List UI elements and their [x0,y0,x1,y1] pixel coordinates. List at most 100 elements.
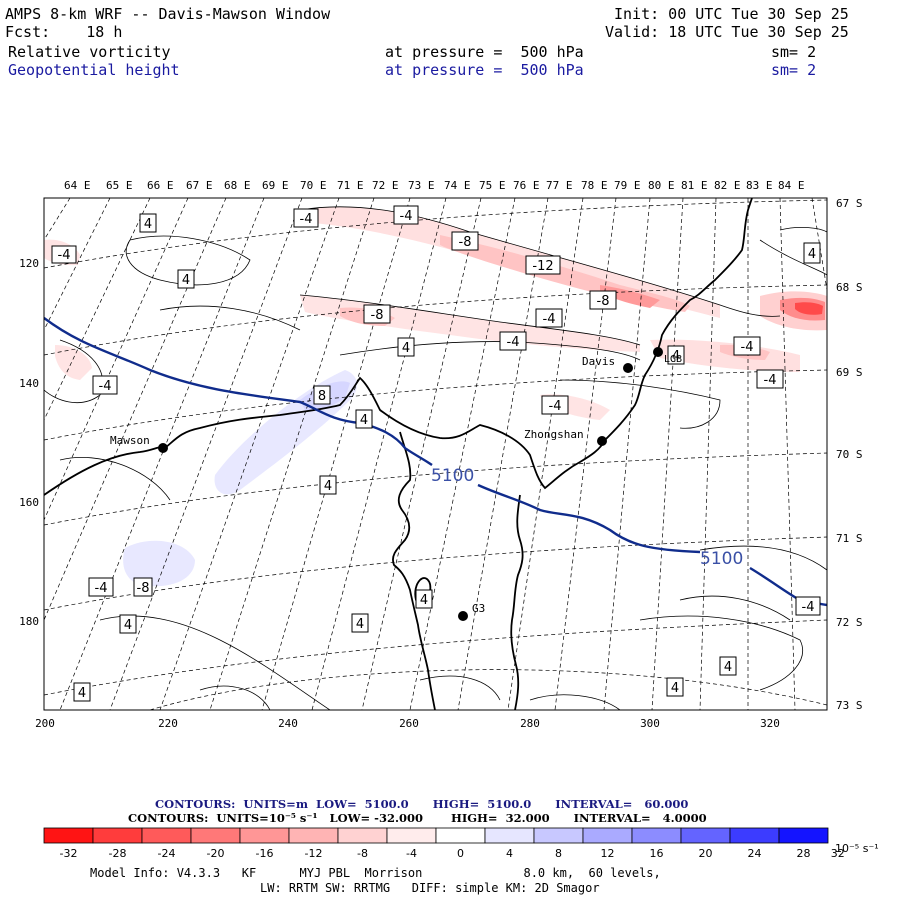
coastline [44,198,753,710]
station-label: G3 [472,602,485,615]
colorbar-label: 20 [699,847,713,860]
svg-text:4: 4 [724,660,732,675]
x-tick-labels: 200 220 240 260 280 300 320 [35,717,780,730]
map-frame [43,197,828,711]
lat-label: 69 S [836,366,863,379]
vort-label: 4 [355,409,373,429]
x-tick: 240 [278,717,298,730]
lon-label: 74 E [444,179,471,192]
lon-label: 71 E [337,179,364,192]
colorbar-label: 8 [555,847,562,860]
vort-label: 4 [319,475,337,495]
height-label: 5100 [431,466,474,486]
colorbar-label: 32 [831,847,845,860]
lon-label: 66 E [147,179,174,192]
graticule [44,198,827,710]
station-marker [653,347,663,357]
vort-label: 4 [397,337,415,357]
station-label: Mawson [110,434,150,447]
svg-text:-4: -4 [764,373,777,388]
lon-label: 72 E [372,179,399,192]
svg-text:-4: -4 [95,581,108,596]
height-labels: 5100 5100 [431,466,743,569]
lon-label: 69 E [262,179,289,192]
lon-label: 65 E [106,179,133,192]
lon-label: 76 E [513,179,540,192]
height-label: 5100 [700,549,743,569]
svg-text:-8: -8 [597,294,610,309]
svg-text:4: 4 [402,341,410,356]
colorbar-cell [92,827,143,844]
station-label: Zhongshan [524,428,584,441]
colorbar-label: 16 [650,847,664,860]
field1-level: at pressure = 500 hPa [385,43,584,61]
lat-label: 72 S [836,616,863,629]
lat-label: 73 S [836,699,863,712]
lon-label: 79 E [614,179,641,192]
svg-text:4: 4 [360,413,368,428]
x-tick: 280 [520,717,540,730]
colorbar-cell [778,827,829,844]
svg-text:4: 4 [671,681,679,696]
lon-label: 68 E [224,179,251,192]
svg-text:-4: -4 [507,335,520,350]
vorticity-labels: -4 4 4 -4 -4 -8 -12 -8 -8 -4 -4 4 -4 4 -… [51,205,821,702]
station-marker [158,443,168,453]
svg-text:4: 4 [420,593,428,608]
colorbar: -32 -28 -24 -20 -16 -12 -8 -4 0 4 8 12 16 20 24 28 32 10… [43,827,879,860]
longitude-labels: 64 E 65 E 66 E 67 E 68 E 69 E 70 E 71 E … [64,179,805,192]
colorbar-label: -32 [60,847,78,860]
colorbar-label: 0 [457,847,464,860]
colorbar-label: 28 [797,847,811,860]
station-marker [623,363,633,373]
x-tick: 260 [399,717,419,730]
colorbar-cell [680,827,731,844]
colorbar-cell [729,827,780,844]
vort-label: 4 [803,242,821,264]
colorbar-label: 24 [748,847,762,860]
vort-label: -8 [589,290,617,310]
svg-text:-8: -8 [137,581,150,596]
vorticity-legend-line: CONTOURS: UNITS=10⁻⁵ s⁻¹ LOW= -32.000 HI… [128,811,707,825]
vort-label: 8 [313,385,331,405]
colorbar-label: -8 [357,847,368,860]
station-marker [597,436,607,446]
station-marker [458,611,468,621]
colorbar-label: -4 [406,847,417,860]
colorbar-label: -24 [158,847,176,860]
lon-label: 84 E [778,179,805,192]
valid-time: Valid: 18 UTC Tue 30 Sep 25 [605,23,849,41]
vort-label: -4 [795,596,821,616]
lon-label: 80 E [648,179,675,192]
lon-label: 81 E [681,179,708,192]
vort-label: -8 [363,304,391,324]
lon-label: 64 E [64,179,91,192]
vort-label: -8 [451,231,479,251]
y-tick-labels: 120 140 160 180 [19,257,39,628]
x-tick: 200 [35,717,55,730]
lon-label: 75 E [479,179,506,192]
svg-text:8: 8 [318,389,326,404]
svg-text:-4: -4 [58,248,71,263]
vort-label: -4 [535,308,563,328]
vort-label: -4 [756,369,784,389]
colorbar-cell [239,827,290,844]
vort-label: -12 [525,255,561,275]
lat-label: 70 S [836,448,863,461]
colorbar-label: -12 [305,847,323,860]
vort-label: -4 [393,205,419,225]
field2-smoothing: sm= 2 [771,61,817,79]
svg-text:-8: -8 [371,308,384,323]
model-info-line2: LW: RRTM SW: RRTMG DIFF: simple KM: 2D S… [260,881,600,895]
lon-label: 83 E [746,179,773,192]
vort-label: -4 [293,208,319,228]
lat-label: 68 S [836,281,863,294]
model-info-line1: Model Info: V4.3.3 KF MYJ PBL Morrison 8… [90,866,661,880]
svg-text:-4: -4 [99,379,112,394]
colorbar-units: 10⁻⁵ s⁻¹ [835,842,879,855]
y-tick: 180 [19,615,39,628]
vort-label: 4 [177,269,195,289]
x-tick: 320 [760,717,780,730]
x-tick: 220 [158,717,178,730]
lon-label: 82 E [714,179,741,192]
